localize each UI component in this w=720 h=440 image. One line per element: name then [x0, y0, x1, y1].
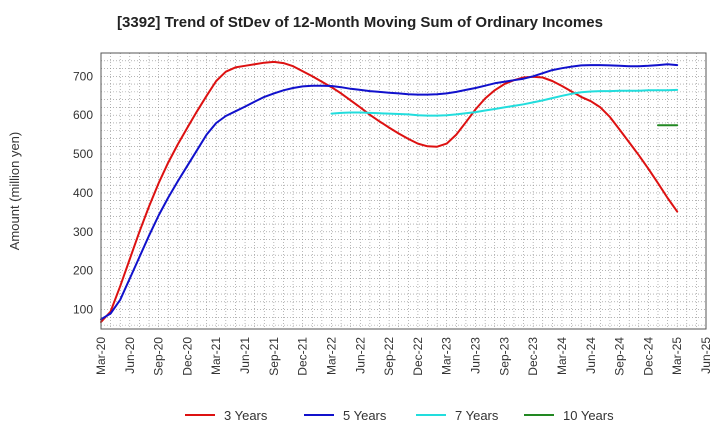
- x-tick-label: Mar-21: [209, 337, 223, 375]
- x-tick-label: Mar-23: [440, 337, 454, 375]
- x-tick-label: Sep-21: [267, 337, 281, 376]
- plot-frame: [100, 52, 707, 330]
- chart-title: [3392] Trend of StDev of 12-Month Moving…: [117, 14, 603, 31]
- x-tick-label: Jun-25: [699, 337, 713, 374]
- x-tick-label: Jun-21: [238, 337, 252, 374]
- x-tick-label: Jun-22: [353, 337, 367, 374]
- x-tick-layer: Mar-20 Jun-20 Sep-20 Dec-20 Mar-21 Jun-21 Sep-…: [94, 337, 713, 376]
- legend-label: 10 Years: [563, 408, 614, 423]
- x-tick-label: Sep-24: [613, 337, 627, 376]
- series-line-3-years: [100, 60, 679, 323]
- x-tick-label: Mar-24: [555, 337, 569, 375]
- y-tick-label: 100: [73, 303, 93, 317]
- x-tick-label: Dec-21: [296, 337, 310, 376]
- x-tick-label: Mar-20: [94, 337, 108, 375]
- series-line-5-years: [100, 63, 679, 321]
- x-tick-label: Dec-24: [641, 337, 655, 376]
- grid-layer: [101, 53, 706, 329]
- x-tick-label: Jun-24: [584, 337, 598, 374]
- legend-label: 3 Years: [224, 408, 268, 423]
- y-tick-label: 700: [73, 69, 93, 83]
- y-tick-label: 600: [73, 108, 93, 122]
- x-tick-label: Jun-23: [469, 337, 483, 374]
- y-tick-label: 500: [73, 147, 93, 161]
- y-axis-title: Amount (million yen): [7, 132, 22, 251]
- legend-label: 5 Years: [343, 408, 387, 423]
- x-tick-label: Dec-23: [526, 337, 540, 376]
- x-tick-label: Sep-22: [382, 337, 396, 376]
- x-tick-label: Sep-20: [152, 337, 166, 376]
- x-tick-label: Mar-25: [670, 337, 684, 375]
- legend-label: 7 Years: [455, 408, 499, 423]
- y-tick-layer: 100 200 300 400 500 600 700: [73, 69, 93, 316]
- x-tick-label: Dec-20: [180, 337, 194, 376]
- series-layer: [100, 60, 679, 323]
- legend: 3 Years 5 Years 7 Years 10 Years: [185, 408, 614, 423]
- x-tick-label: Dec-22: [411, 337, 425, 376]
- y-tick-label: 300: [73, 225, 93, 239]
- y-tick-label: 200: [73, 264, 93, 278]
- x-tick-label: Jun-20: [123, 337, 137, 374]
- x-tick-label: Sep-23: [497, 337, 511, 376]
- x-tick-label: Mar-22: [324, 337, 338, 375]
- y-tick-label: 400: [73, 186, 93, 200]
- series-line-7-years: [330, 88, 679, 117]
